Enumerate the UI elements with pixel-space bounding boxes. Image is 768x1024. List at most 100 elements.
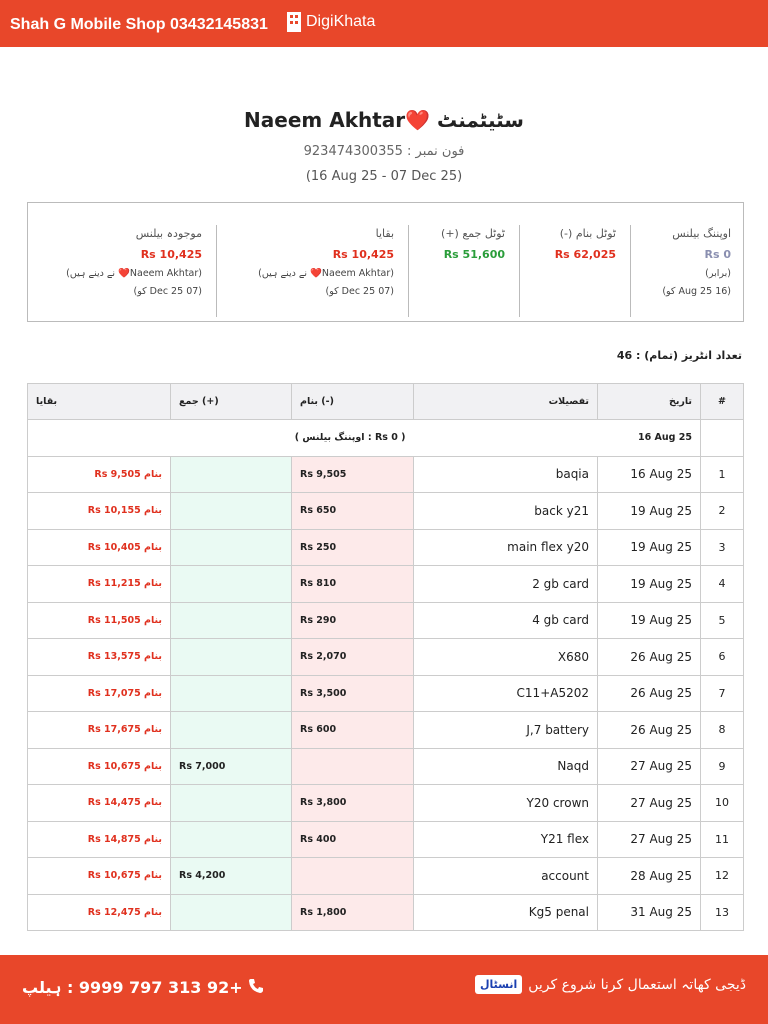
table-body: ( Rs 0 : اوپننگ بیلنس ) 16 Aug 25 بنام Rs … (27, 419, 744, 931)
details: baqia (413, 455, 598, 493)
summary-item: بقایا Rs 10,425 (Naeem Akhtar❤️ نے دینے ہی… (216, 211, 408, 317)
row-number: 1 (700, 455, 744, 493)
date: 19 Aug 25 (597, 601, 701, 639)
credit (170, 893, 292, 931)
shop-name: Shah G Mobile Shop 03432145831 (10, 16, 268, 33)
phone-icon (249, 979, 264, 993)
balance: بنام Rs 14,875 (27, 820, 171, 858)
brand: DigiKhata (286, 11, 375, 33)
summary-amount: Rs 10,425 (332, 248, 394, 261)
balance: بنام Rs 12,475 (27, 893, 171, 931)
entry-row: بنام Rs 11,215 Rs 810 2 gb card 19 Aug 25 4 (27, 565, 744, 603)
cta-text: ڈیجی کھاتہ استعمال کرنا شروع کریں (528, 976, 746, 993)
summary-label: موجودہ بیلنس (135, 227, 202, 240)
column-header: تفصیلات (413, 383, 598, 420)
debit: Rs 810 (291, 565, 414, 603)
date: 19 Aug 25 (597, 528, 701, 566)
date: 27 Aug 25 (597, 747, 701, 785)
debit: Rs 1,800 (291, 893, 414, 931)
summary-date: (07 Dec 25 کو) (325, 286, 394, 297)
row-number: 9 (700, 747, 744, 785)
debit: Rs 9,505 (291, 455, 414, 493)
summary: اوپننگ بیلنس Rs 0 (برابر) (16 Aug 25 کو) ٹوٹ… (27, 202, 744, 322)
summary-item: ٹوٹل جمع (+) Rs 51,600 (408, 211, 519, 317)
cta: ڈیجی کھاتہ استعمال کرنا شروع کریں انسٹال (474, 975, 746, 994)
row-number: 2 (700, 492, 744, 530)
row-number: 12 (700, 857, 744, 895)
credit (170, 565, 292, 603)
details: X680 (413, 638, 598, 676)
summary-amount: Rs 0 (704, 248, 731, 261)
summary-date: (16 Aug 25 کو) (662, 286, 731, 297)
summary-item: اوپننگ بیلنس Rs 0 (برابر) (16 Aug 25 کو) (630, 211, 745, 317)
credit (170, 601, 292, 639)
summary-label: ٹوٹل بنام (-) (559, 227, 616, 240)
date: 19 Aug 25 (597, 492, 701, 530)
credit (170, 674, 292, 712)
details: J,7 battery (413, 711, 598, 749)
debit (291, 747, 414, 785)
date: 28 Aug 25 (597, 857, 701, 895)
details: Naqd (413, 747, 598, 785)
credit: Rs 7,000 (170, 747, 292, 785)
balance: بنام Rs 11,505 (27, 601, 171, 639)
debit: Rs 2,070 (291, 638, 414, 676)
details: main flex y20 (413, 528, 598, 566)
entry-row: بنام Rs 14,875 Rs 400 Y21 flex 27 Aug 25 11 (27, 820, 744, 858)
column-header: جمع (+) (170, 383, 292, 420)
details: C11+A5202 (413, 674, 598, 712)
summary-date: (07 Dec 25 کو) (133, 286, 202, 297)
entry-row: بنام Rs 12,475 Rs 1,800 Kg5 penal 31 Aug 25… (27, 893, 744, 931)
date: 26 Aug 25 (597, 674, 701, 712)
balance: بنام Rs 9,505 (27, 455, 171, 493)
entry-row: بنام Rs 10,675 Rs 4,200 account 28 Aug 25 12 (27, 857, 744, 895)
entries-table: بقایا جمع (+) بنام (-) تفصیلات تاریخ # ( Rs 0… (27, 383, 744, 931)
balance: بنام Rs 11,215 (27, 565, 171, 603)
divider (630, 225, 631, 317)
column-header: بقایا (27, 383, 171, 420)
row-number: 6 (700, 638, 744, 676)
statement-title: Naeem Akhtar❤️ سٹیٹمنٹ (0, 108, 768, 132)
debit: Rs 400 (291, 820, 414, 858)
row-number: 13 (700, 893, 744, 931)
date: 26 Aug 25 (597, 711, 701, 749)
date: 19 Aug 25 (597, 565, 701, 603)
summary-amount: Rs 10,425 (140, 248, 202, 261)
entries-count: تعداد انٹریز (تمام) : 46 (616, 349, 742, 362)
balance: بنام Rs 10,405 (27, 528, 171, 566)
balance: بنام Rs 17,675 (27, 711, 171, 749)
entry-row: بنام Rs 13,575 Rs 2,070 X680 26 Aug 25 6 (27, 638, 744, 676)
date: 27 Aug 25 (597, 820, 701, 858)
entry-row: بنام Rs 17,675 Rs 600 J,7 battery 26 Aug 25… (27, 711, 744, 749)
summary-note: (برابر) (705, 268, 731, 279)
entry-row: بنام Rs 10,405 Rs 250 main flex y20 19 Aug … (27, 528, 744, 566)
entry-row: بنام Rs 11,505 Rs 290 4 gb card 19 Aug 25 5 (27, 601, 744, 639)
debit: Rs 290 (291, 601, 414, 639)
entry-row: بنام Rs 17,075 Rs 3,500 C11+A5202 26 Aug 25… (27, 674, 744, 712)
summary-item: ٹوٹل بنام (-) Rs 62,025 (519, 211, 630, 317)
details: 4 gb card (413, 601, 598, 639)
divider (216, 225, 217, 317)
summary-amount: Rs 62,025 (554, 248, 616, 261)
header-row: بقایا جمع (+) بنام (-) تفصیلات تاریخ # (27, 383, 744, 420)
balance: بنام Rs 10,675 (27, 857, 171, 895)
install-button[interactable]: انسٹال (474, 975, 523, 994)
top-bar: Shah G Mobile Shop 03432145831 DigiKhata (0, 0, 768, 47)
summary-amount: Rs 51,600 (443, 248, 505, 261)
credit (170, 784, 292, 822)
credit (170, 711, 292, 749)
summary-label: بقایا (375, 227, 394, 240)
balance: بنام Rs 10,155 (27, 492, 171, 530)
row-number: 3 (700, 528, 744, 566)
divider (519, 225, 520, 317)
balance: بنام Rs 10,675 (27, 747, 171, 785)
date: 26 Aug 25 (597, 638, 701, 676)
divider (408, 225, 409, 317)
debit: Rs 3,500 (291, 674, 414, 712)
opening-date: 16 Aug 25 (413, 419, 701, 457)
entry-row: بنام Rs 9,505 Rs 9,505 baqia 16 Aug 25 1 (27, 455, 744, 493)
details: back y21 (413, 492, 598, 530)
date: 16 Aug 25 (597, 455, 701, 493)
